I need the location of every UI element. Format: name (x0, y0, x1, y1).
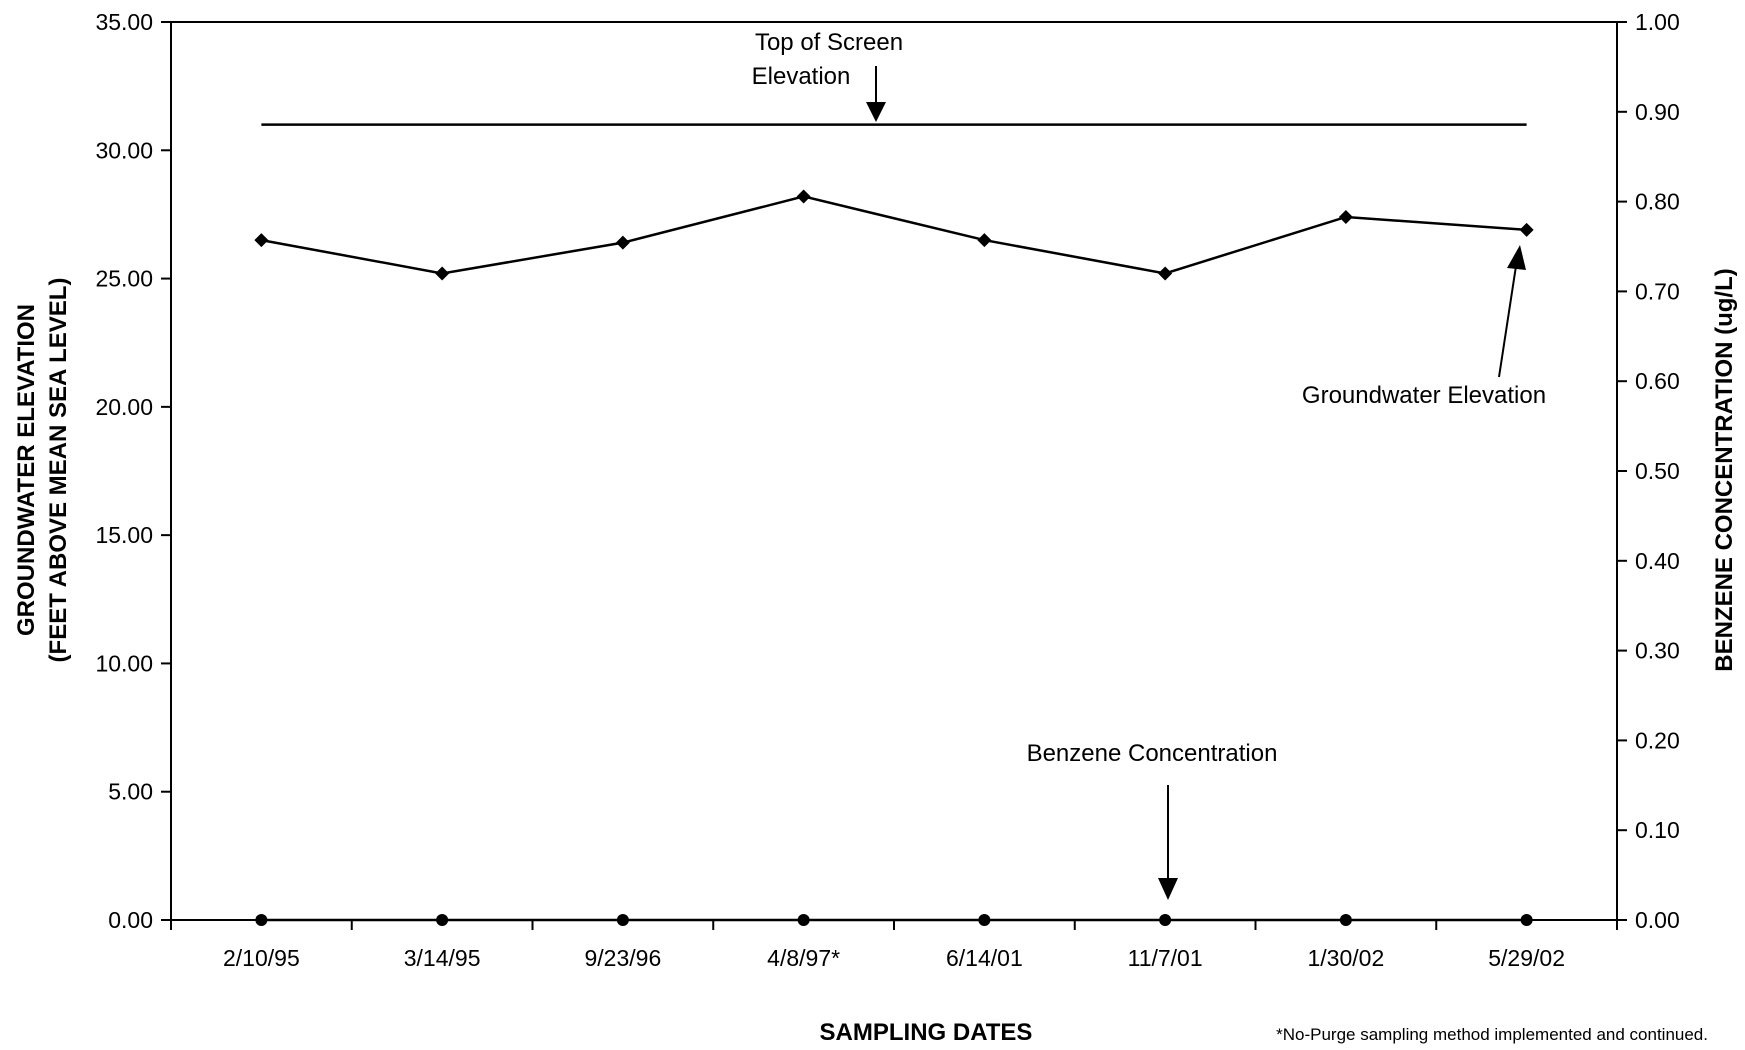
plot-frame (170, 21, 1618, 921)
data-point (1520, 914, 1533, 926)
annotation-benzene: Benzene Concentration (1027, 740, 1278, 767)
right-tick-label: 0.10 (1635, 817, 1680, 843)
data-point (796, 189, 811, 204)
x-tick-label: 3/14/95 (404, 945, 481, 971)
right-tick-label: 1.00 (1635, 9, 1680, 35)
data-point (435, 266, 450, 281)
annotation-top-screen-arrow (866, 66, 886, 122)
left-tick-label: 35.00 (95, 9, 153, 35)
x-tick-label: 5/29/02 (1488, 945, 1565, 971)
footnote: *No-Purge sampling method implemented an… (1276, 1025, 1708, 1044)
series-benzene-concentration (255, 914, 1533, 926)
left-tick-label: 10.00 (95, 650, 153, 676)
data-point (615, 235, 630, 250)
x-tick-label: 9/23/96 (585, 945, 662, 971)
data-point (978, 914, 991, 926)
data-point (436, 914, 449, 926)
x-axis-title: SAMPLING DATES (820, 1019, 1033, 1046)
right-tick-label: 0.30 (1635, 638, 1680, 664)
right-tick-label: 0.90 (1635, 99, 1680, 125)
annotation-groundwater-arrow (1498, 245, 1526, 378)
x-tick-label: 11/7/01 (1128, 945, 1203, 971)
right-axis-ticks: 0.00 0.10 0.20 0.30 0.40 0.50 0.60 0.70 0.80 0.90… (1617, 9, 1680, 933)
right-tick-label: 0.70 (1635, 278, 1680, 304)
series-groundwater-elevation (254, 189, 1534, 281)
right-tick-label: 0.00 (1635, 907, 1680, 933)
left-tick-label: 30.00 (95, 137, 153, 163)
right-tick-label: 0.40 (1635, 548, 1680, 574)
x-tick-label: 4/8/97* (767, 945, 840, 971)
left-tick-label: 25.00 (95, 266, 153, 292)
right-tick-label: 0.20 (1635, 727, 1680, 753)
left-axis-ticks: 0.00 5.00 10.00 15.00 20.00 25.00 30.00 35.00 (95, 9, 171, 933)
right-tick-label: 0.80 (1635, 189, 1680, 215)
data-point (797, 914, 810, 926)
left-tick-label: 5.00 (108, 779, 153, 805)
data-point (1519, 222, 1534, 237)
annotation-top-screen-line1: Top of Screen (755, 29, 903, 56)
y-axis-right-title: BENZENE CONCENTRATION (ug/L) (1711, 268, 1738, 672)
series-layer (254, 123, 1534, 926)
series-line (261, 195, 1527, 275)
data-point (616, 914, 629, 926)
left-tick-label: 15.00 (95, 522, 153, 548)
left-tick-label: 20.00 (95, 394, 153, 420)
x-tick-label: 1/30/02 (1308, 945, 1385, 971)
y-axis-left-title-line1: GROUNDWATER ELEVATION (13, 304, 40, 636)
left-tick-label: 0.00 (108, 907, 153, 933)
right-tick-label: 0.50 (1635, 458, 1680, 484)
annotation-groundwater: Groundwater Elevation (1302, 382, 1546, 409)
annotation-benzene-arrow (1158, 785, 1178, 900)
data-point (1338, 209, 1353, 224)
data-point (255, 914, 268, 926)
data-point (1158, 266, 1173, 281)
annotation-top-screen-line2: Elevation (752, 63, 851, 90)
data-point (1339, 914, 1352, 926)
x-tick-label: 6/14/01 (946, 945, 1023, 971)
data-point (254, 233, 269, 248)
x-axis-ticks: 2/10/95 3/14/95 9/23/96 4/8/97* 6/14/01 11/7/… (170, 920, 1618, 971)
x-tick-label: 2/10/95 (223, 945, 300, 971)
data-point (977, 233, 992, 248)
right-tick-label: 0.60 (1635, 368, 1680, 394)
y-axis-left-title-line2: (FEET ABOVE MEAN SEA LEVEL) (45, 278, 72, 663)
data-point (1159, 914, 1172, 926)
